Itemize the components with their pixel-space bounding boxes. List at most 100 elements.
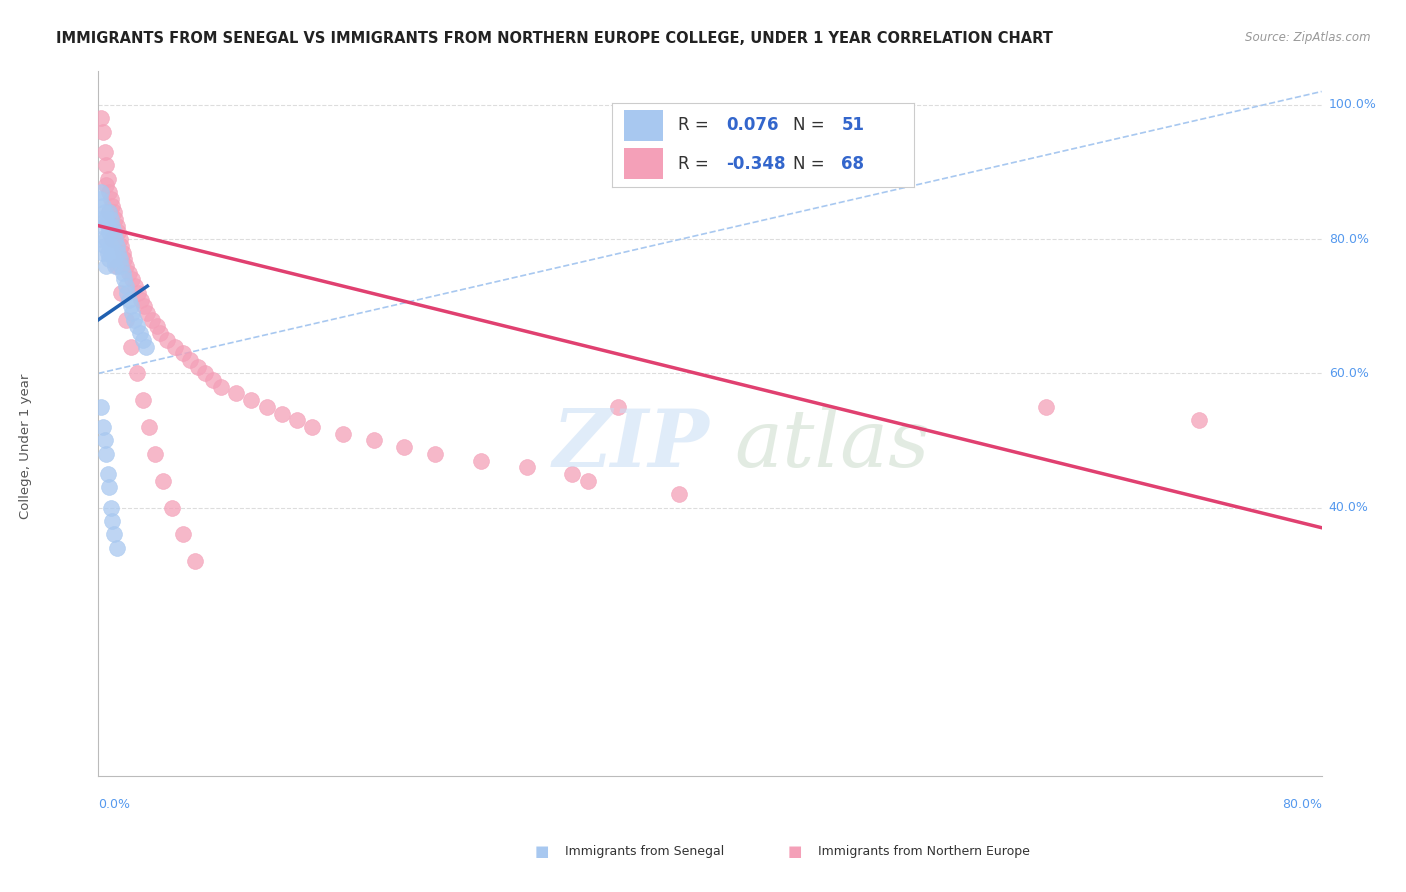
Point [128,326,150,340]
Point [101,245,124,260]
Point [110,285,132,300]
Point [104,259,127,273]
Point [129,293,152,307]
Point [172,527,194,541]
Text: 68: 68 [841,154,865,172]
Point [101,232,124,246]
Point [105,219,128,233]
Point [668,487,690,501]
Point [121,272,143,286]
Point [141,312,163,326]
Point [93,205,115,219]
Point [94,178,117,193]
Point [98,226,121,240]
Point [94,158,117,172]
Text: Source: ZipAtlas.com: Source: ZipAtlas.com [1246,31,1371,45]
Point [115,312,138,326]
Point [134,299,156,313]
Point [101,198,124,212]
Point [124,279,146,293]
Point [135,339,157,353]
Point [125,367,148,381]
Point [145,319,167,334]
Text: ZIP: ZIP [553,406,710,483]
Text: R =: R = [678,154,714,172]
Point [91,125,114,139]
Point [90,212,112,227]
Point [118,266,141,280]
Point [1188,413,1211,427]
Point [91,420,114,434]
Point [94,259,117,273]
Point [98,205,121,219]
Point [470,453,492,467]
Point [100,212,122,227]
Point [94,232,117,246]
Point [93,145,115,159]
Point [105,239,128,253]
Text: 60.0%: 60.0% [1329,367,1368,380]
Point [576,474,599,488]
Point [107,226,129,240]
Text: 80.0%: 80.0% [1282,798,1322,812]
Text: ■: ■ [787,845,801,859]
Point [101,514,124,528]
Text: Immigrants from Northern Europe: Immigrants from Northern Europe [818,846,1031,858]
Text: 100.0%: 100.0% [1329,98,1376,112]
Point [516,460,538,475]
Point [163,339,186,353]
Point [120,339,142,353]
Point [111,266,134,280]
Point [94,212,117,227]
Point [90,112,112,126]
Point [98,480,121,494]
Point [103,527,125,541]
Text: 40.0%: 40.0% [1329,501,1368,514]
Text: N =: N = [793,154,830,172]
Point [103,205,125,219]
Text: Immigrants from Senegal: Immigrants from Senegal [565,846,724,858]
Text: R =: R = [678,117,714,135]
Text: 0.0%: 0.0% [98,798,131,812]
Point [118,293,141,307]
Point [115,279,138,293]
Point [97,219,120,233]
Point [125,319,148,334]
Point [97,171,120,186]
Point [1035,400,1057,414]
Point [122,312,145,326]
Point [103,226,125,240]
Point [110,259,132,273]
Point [240,393,263,408]
Point [90,232,112,246]
Point [132,393,155,408]
Point [156,333,179,347]
Point [104,232,127,246]
Point [108,232,131,246]
Point [332,426,354,441]
Point [91,219,114,233]
Point [115,259,138,273]
Point [117,285,139,300]
Point [160,500,183,515]
Text: 80.0%: 80.0% [1329,233,1368,245]
Point [143,447,166,461]
Point [149,326,172,340]
Point [89,192,111,206]
Point [97,245,120,260]
Point [107,245,129,260]
Point [112,272,135,286]
Text: -0.348: -0.348 [727,154,786,172]
Text: 0.076: 0.076 [727,117,779,135]
Point [103,252,125,267]
Point [97,467,120,481]
Point [301,420,323,434]
Point [111,245,134,260]
FancyBboxPatch shape [624,111,664,141]
Point [100,239,122,253]
Point [104,212,127,227]
Point [90,185,112,199]
Point [98,205,121,219]
Point [105,259,128,273]
Text: N =: N = [793,117,830,135]
